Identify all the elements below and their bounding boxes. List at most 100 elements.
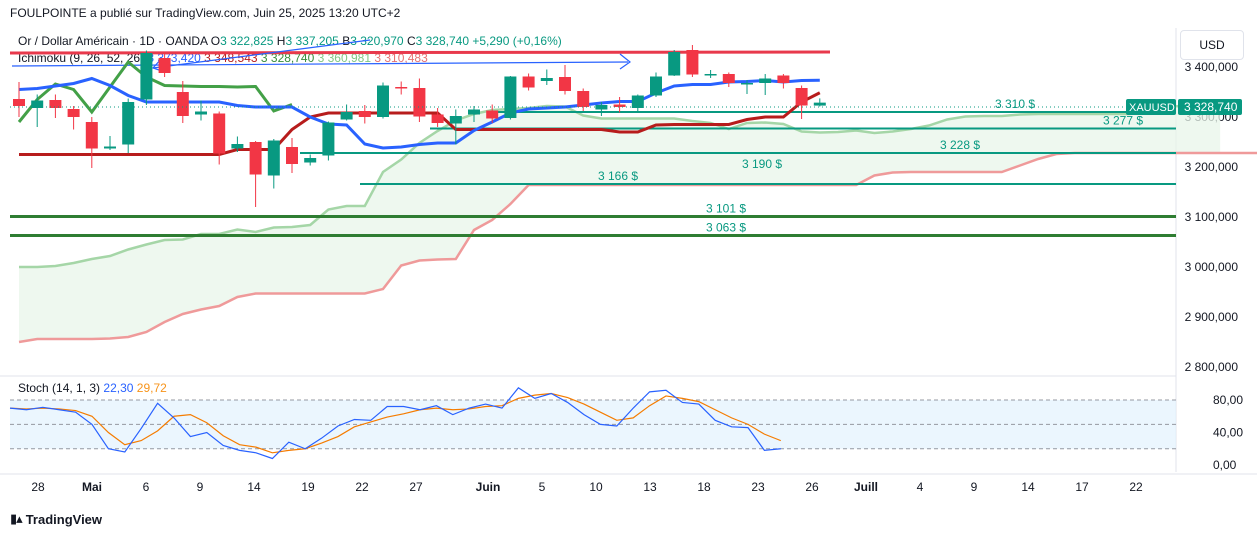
support-level-label: 3 101 $: [706, 202, 746, 216]
time-tick-label: 26: [805, 480, 819, 494]
candle-body: [613, 104, 626, 107]
price-tick-label: 2 900,000: [1185, 310, 1239, 324]
time-tick-label: 22: [355, 480, 369, 494]
candle-body: [395, 87, 408, 89]
support-level-label: 3 166 $: [598, 169, 638, 183]
candle-body: [431, 114, 444, 123]
candle-body: [631, 95, 644, 108]
time-tick-label: 9: [971, 480, 978, 494]
price-tick-label: 3 400,000: [1185, 60, 1239, 74]
tradingview-logo-text: TradingView: [25, 511, 103, 527]
candle-body: [650, 76, 662, 96]
candle-body: [85, 122, 98, 149]
candle-body: [304, 158, 317, 163]
stoch-d-value: 29,72: [136, 381, 167, 395]
candle-body: [140, 53, 153, 100]
open-label: O: [210, 34, 221, 48]
stoch-d-line: [9, 392, 782, 454]
close-label: C: [406, 34, 416, 48]
candle-body: [540, 78, 553, 81]
ichimoku-chikou-value: 3 328,740: [260, 51, 315, 65]
candle-body: [468, 109, 480, 115]
price-tick-label: 3 000,000: [1185, 260, 1239, 274]
close-value: 3 328,740: [415, 34, 470, 48]
ichimoku-cloud-fill: [19, 106, 1221, 342]
publish-header: FOULPOINTE a publié sur TradingView.com,…: [10, 6, 401, 20]
time-tick-label: 14: [247, 480, 261, 494]
candle-body: [104, 146, 116, 149]
stoch-k-line: [9, 387, 781, 460]
candle-body: [31, 100, 44, 108]
high-value: 3 337,205: [285, 34, 339, 48]
stoch-tick-label: 40,00: [1213, 426, 1243, 440]
stoch-tick-label: 0,00: [1213, 458, 1237, 472]
resistance-line: [9, 50, 831, 55]
candle-body: [759, 78, 772, 83]
symbol-price-tag: [1126, 99, 1176, 115]
candle-body: [267, 140, 280, 176]
candle-body: [741, 83, 753, 85]
candle-body: [595, 105, 608, 110]
time-tick-label: Juin: [476, 480, 501, 494]
candle-body: [322, 122, 335, 156]
time-tick-label: 23: [751, 480, 765, 494]
stoch-k-value: 22,30: [103, 381, 134, 395]
support-level-label: 3 063 $: [706, 221, 746, 235]
candle-body: [340, 112, 353, 120]
ichimoku-chikou-line: [17, 59, 293, 123]
candle-body: [49, 100, 62, 108]
support-level-label: 3 310 $: [995, 97, 1035, 111]
tradingview-logo-icon: ▮▴: [10, 511, 23, 526]
support-level-label: 3 190 $: [742, 157, 782, 171]
time-tick-label: 17: [1075, 480, 1089, 494]
candle-body: [176, 92, 189, 116]
time-tick-label: Juill: [854, 480, 878, 494]
candle-body: [577, 91, 590, 107]
time-tick-label: 6: [143, 480, 150, 494]
price-tick-label: 2 800,000: [1185, 360, 1239, 374]
ichimoku-span-a-value: 3 360,981: [317, 51, 372, 65]
price-tick-label: 3 200,000: [1185, 160, 1239, 174]
symbol-title: Or / Dollar Américain · 1D · OANDA: [18, 34, 208, 48]
candle-body: [358, 111, 371, 117]
candle-body: [195, 111, 207, 115]
candle-body: [522, 76, 535, 88]
candle-body: [504, 76, 517, 118]
time-tick-label: 4: [917, 480, 924, 494]
candle-body: [795, 88, 808, 106]
candle-body: [777, 75, 790, 83]
price-tick-label: 3 100,000: [1185, 210, 1239, 224]
time-tick-label: 22: [1129, 480, 1143, 494]
time-tick-label: 18: [697, 480, 711, 494]
candle-body: [122, 102, 135, 145]
candle-body: [486, 110, 499, 119]
ichimoku-tenkan-line: [18, 76, 820, 150]
candle-body: [377, 85, 389, 117]
time-tick-label: 19: [301, 480, 315, 494]
high-label: H: [276, 34, 286, 48]
trend-arrow-head: [619, 53, 632, 70]
candle-body: [249, 142, 262, 175]
time-tick-label: 14: [1021, 480, 1035, 494]
left-arrow-line: [152, 39, 371, 69]
candle-body: [67, 109, 80, 117]
open-value: 3 322,825: [220, 34, 274, 48]
candle-body: [213, 113, 226, 154]
time-tick-label: Mai: [82, 480, 102, 494]
stoch-label: Stoch (14, 1, 3): [18, 381, 101, 395]
candle-body: [813, 102, 826, 106]
support-level-label: 3 228 $: [940, 138, 980, 152]
candle-body: [722, 74, 735, 83]
stoch-legend: Stoch (14, 1, 3) 22,30 29,72: [18, 381, 167, 395]
time-tick-label: 9: [197, 480, 204, 494]
candle-body: [231, 144, 244, 149]
currency-button[interactable]: USD: [1180, 30, 1244, 60]
candle-body: [158, 58, 171, 73]
support-level-label: 3 277 $: [1103, 114, 1143, 128]
low-label: B: [342, 34, 351, 48]
time-tick-label: 27: [409, 480, 423, 494]
symbol-price-tag-label: XAUUSD: [1129, 102, 1175, 114]
candle-body: [449, 116, 462, 124]
change-value: +5,290 (+0,16%): [472, 34, 562, 48]
